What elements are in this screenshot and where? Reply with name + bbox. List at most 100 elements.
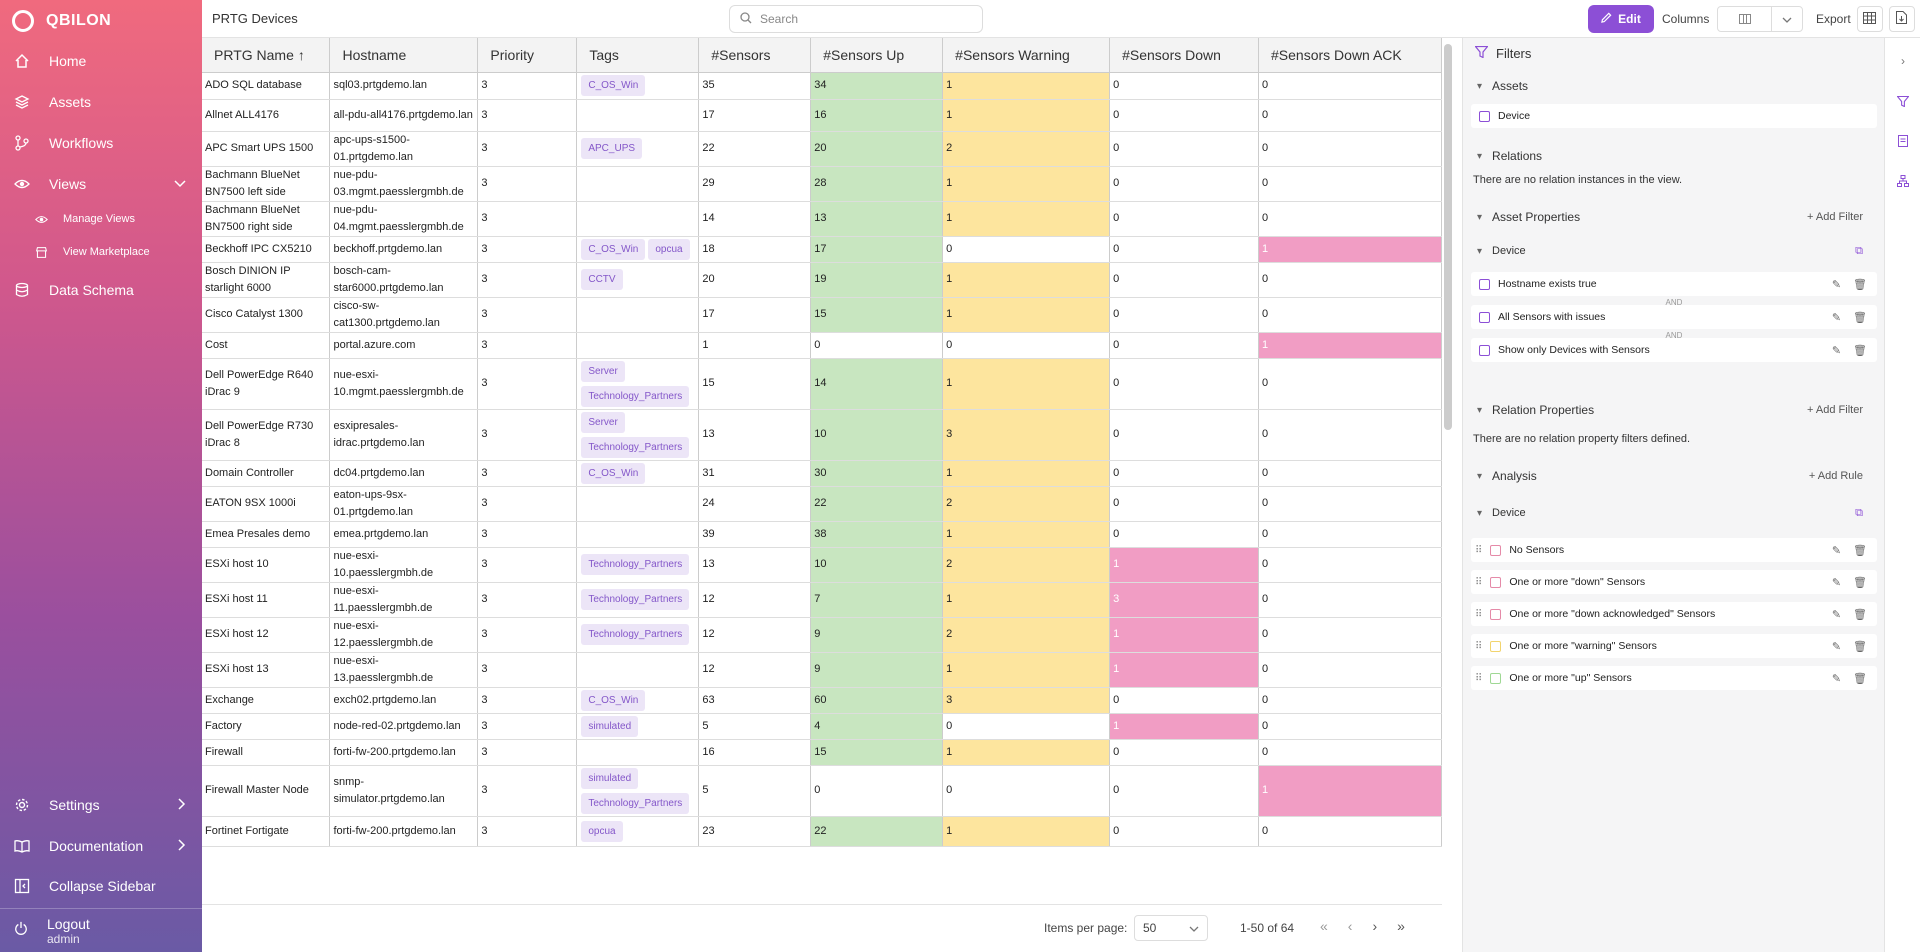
checkbox-icon[interactable] <box>1490 544 1502 556</box>
export-file-button[interactable] <box>1888 6 1915 32</box>
table-row[interactable]: Beckhoff IPC CX5210 beckhoff.prtgdemo.lan… <box>202 236 1442 263</box>
asset-property-filter[interactable]: Show only Devices with Sensors ✎ 🗑 <box>1471 338 1877 362</box>
column-header[interactable]: Priority <box>477 38 578 73</box>
drag-handle-icon[interactable]: ⠿ <box>1475 608 1483 620</box>
tag-chip[interactable]: opcua <box>581 820 623 842</box>
analysis-rule[interactable]: ⠿ One or more "down" Sensors ✎ 🗑 <box>1471 570 1877 594</box>
add-filter-button[interactable]: + Add Filter <box>1807 404 1863 416</box>
checkbox-icon[interactable] <box>1479 344 1490 356</box>
section-analysis[interactable]: ▾ Analysis + Add Rule <box>1463 462 1885 490</box>
asset-property-filter[interactable]: Hostname exists true ✎ 🗑 <box>1471 272 1877 296</box>
add-filter-button[interactable]: + Add Filter <box>1807 211 1863 223</box>
sidebar-item-assets[interactable]: Assets <box>0 89 202 115</box>
column-header[interactable]: #Sensors Warning <box>942 38 1111 73</box>
column-header[interactable]: #Sensors <box>698 38 812 73</box>
table-row[interactable]: Bosch DINION IP starlight 6000 bosch-cam-… <box>202 262 1442 298</box>
table-row[interactable]: ESXi host 10 nue-esxi-10.paesslergmbh.de 3… <box>202 547 1442 583</box>
analysis-rule[interactable]: ⠿ One or more "warning" Sensors ✎ 🗑 <box>1471 634 1877 658</box>
hierarchy-icon[interactable] <box>1896 174 1910 188</box>
table-row[interactable]: ADO SQL database sql03.prtgdemo.lan 3 C_OS_… <box>202 72 1442 100</box>
add-rule-button[interactable]: + Add Rule <box>1808 470 1863 482</box>
tag-chip[interactable]: opcua <box>648 238 690 260</box>
table-row[interactable]: ESXi host 13 nue-esxi-13.paesslergmbh.de 3… <box>202 652 1442 688</box>
trash-icon[interactable]: 🗑 <box>1853 608 1867 621</box>
table-scrollbar[interactable] <box>1444 44 1452 430</box>
table-row[interactable]: ESXi host 11 nue-esxi-11.paesslergmbh.de 3… <box>202 582 1442 618</box>
tag-chip[interactable]: simulated <box>581 715 639 737</box>
pencil-icon[interactable]: ✎ <box>1831 608 1842 621</box>
logout-button[interactable]: Logout admin <box>0 908 202 952</box>
sidebar-item-documentation[interactable]: Documentation <box>0 833 202 859</box>
tag-chip[interactable]: simulated <box>581 767 639 789</box>
tag-chip[interactable]: Technology_Partners <box>581 554 690 575</box>
tag-chip[interactable]: Technology_Partners <box>581 624 690 645</box>
sidebar-item-views[interactable]: Views <box>0 171 202 197</box>
document-icon[interactable] <box>1896 134 1910 148</box>
sidebar-subitem-view-marketplace[interactable]: View Marketplace <box>0 241 202 263</box>
table-row[interactable]: ESXi host 12 nue-esxi-12.paesslergmbh.de 3… <box>202 617 1442 653</box>
table-row[interactable]: Firewall forti-fw-200.prtgdemo.lan 3 16 15 1 0… <box>202 739 1442 766</box>
sidebar-subitem-manage-views[interactable]: Manage Views <box>0 208 202 230</box>
table-row[interactable]: APC Smart UPS 1500 apc-ups-s1500-01.prtgd… <box>202 131 1442 167</box>
asset-device-row[interactable]: Device <box>1471 104 1877 128</box>
table-row[interactable]: Bachmann BlueNet BN7500 right side nue-pd… <box>202 201 1442 237</box>
copy-icon[interactable]: ⧉ <box>1855 506 1863 519</box>
table-row[interactable]: Dell PowerEdge R730 iDrac 8 esxipresales-… <box>202 409 1442 461</box>
table-row[interactable]: Cost portal.azure.com 3 1 0 0 0 1 <box>202 332 1442 359</box>
asset-properties-device-group[interactable]: ▾ Device ⧉ <box>1463 237 1885 265</box>
trash-icon[interactable]: 🗑 <box>1853 576 1867 589</box>
pencil-icon[interactable]: ✎ <box>1831 278 1842 291</box>
last-page-icon[interactable]: » <box>1397 918 1405 934</box>
checkbox-icon[interactable] <box>1490 608 1502 620</box>
analysis-device-group[interactable]: ▾ Device ⧉ <box>1463 499 1885 527</box>
trash-icon[interactable]: 🗑 <box>1853 640 1867 653</box>
tag-chip[interactable]: C_OS_Win <box>581 238 646 260</box>
section-relations[interactable]: ▾ Relations <box>1463 142 1885 170</box>
drag-handle-icon[interactable]: ⠿ <box>1475 672 1483 684</box>
asset-property-filter[interactable]: All Sensors with issues ✎ 🗑 <box>1471 305 1877 329</box>
sidebar-item-workflows[interactable]: Workflows <box>0 130 202 156</box>
pencil-icon[interactable]: ✎ <box>1831 576 1842 589</box>
chevron-right-icon[interactable]: › <box>1901 54 1905 68</box>
drag-handle-icon[interactable]: ⠿ <box>1475 576 1483 588</box>
checkbox-icon[interactable] <box>1490 640 1502 652</box>
drag-handle-icon[interactable]: ⠿ <box>1475 640 1483 652</box>
table-row[interactable]: Domain Controller dc04.prtgdemo.lan 3 C_OS_… <box>202 460 1442 487</box>
pencil-icon[interactable]: ✎ <box>1831 640 1842 653</box>
search-input[interactable]: Search <box>729 5 983 33</box>
trash-icon[interactable]: 🗑 <box>1853 278 1867 291</box>
table-row[interactable]: Fortinet Fortigate forti-fw-200.prtgdemo.… <box>202 816 1442 847</box>
column-header[interactable]: Hostname <box>329 38 479 73</box>
tag-chip[interactable]: Technology_Partners <box>581 436 690 458</box>
pencil-icon[interactable]: ✎ <box>1831 311 1842 324</box>
checkbox-icon[interactable] <box>1490 672 1502 684</box>
sidebar-item-data-schema[interactable]: Data Schema <box>0 277 202 303</box>
tag-chip[interactable]: Technology_Partners <box>581 385 690 407</box>
table-row[interactable]: Exchange exch02.prtgdemo.lan 3 C_OS_Win 63 60… <box>202 687 1442 714</box>
trash-icon[interactable]: 🗑 <box>1853 544 1867 557</box>
section-assets[interactable]: ▾ Assets <box>1463 72 1885 100</box>
first-page-icon[interactable]: « <box>1320 918 1328 934</box>
export-table-button[interactable] <box>1856 6 1883 32</box>
pencil-icon[interactable]: ✎ <box>1831 544 1842 557</box>
pencil-icon[interactable]: ✎ <box>1831 344 1842 357</box>
prev-page-icon[interactable]: ‹ <box>1347 918 1353 934</box>
table-row[interactable]: Factory node-red-02.prtgdemo.lan 3 simulate… <box>202 713 1442 740</box>
table-row[interactable]: Allnet ALL4176 all-pdu-all4176.prtgdemo.l… <box>202 99 1442 132</box>
tag-chip[interactable]: C_OS_Win <box>581 75 646 96</box>
trash-icon[interactable]: 🗑 <box>1853 311 1867 324</box>
tag-chip[interactable]: Server <box>581 411 625 433</box>
columns-selector[interactable] <box>1717 6 1804 32</box>
table-row[interactable]: Dell PowerEdge R640 iDrac 9 nue-esxi-10.m… <box>202 358 1442 410</box>
pencil-icon[interactable]: ✎ <box>1831 672 1842 685</box>
tag-chip[interactable]: Technology_Partners <box>581 792 690 814</box>
tag-chip[interactable]: Server <box>581 360 625 382</box>
funnel-icon[interactable] <box>1896 94 1910 108</box>
column-header[interactable]: #Sensors Down ACK <box>1258 38 1442 73</box>
column-header[interactable]: #Sensors Up <box>810 38 944 73</box>
brand-logo[interactable]: QBILON <box>12 10 111 32</box>
tag-chip[interactable]: CCTV <box>581 269 623 290</box>
column-header[interactable]: Tags <box>576 38 700 73</box>
trash-icon[interactable]: 🗑 <box>1853 672 1867 685</box>
trash-icon[interactable]: 🗑 <box>1853 344 1867 357</box>
